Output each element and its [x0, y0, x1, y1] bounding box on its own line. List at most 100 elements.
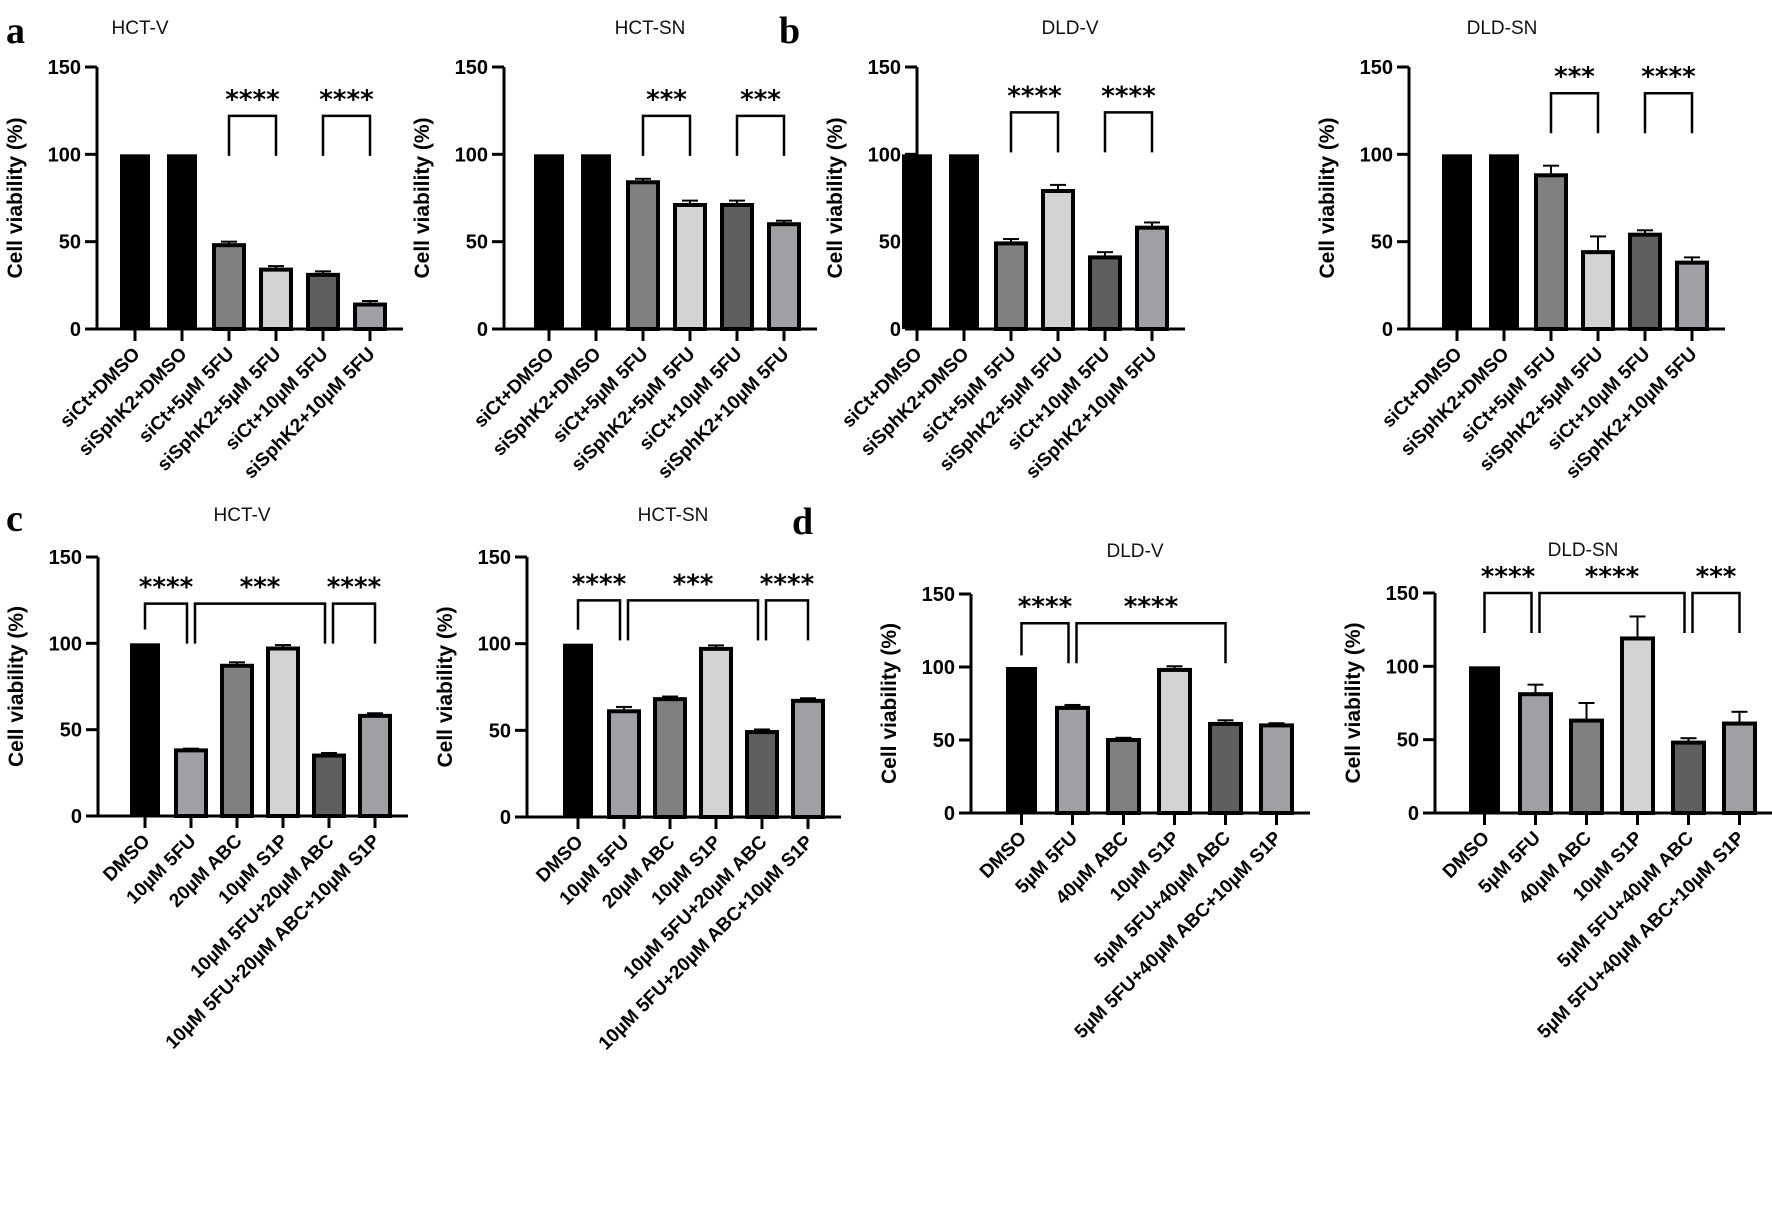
y-tick-label: 150 [455, 57, 488, 79]
bar-5 [791, 698, 825, 819]
significance-label: *** [646, 85, 687, 115]
bar-0 [563, 643, 593, 817]
bar-5 [767, 222, 801, 331]
y-tick-label: 0 [890, 319, 901, 341]
bar-4 [1628, 232, 1662, 331]
bar-4 [306, 272, 340, 331]
bar-2 [1534, 173, 1568, 331]
chart-title: DLD-V [1106, 541, 1163, 562]
significance-label: *** [1696, 562, 1737, 592]
bar-2 [1106, 738, 1141, 815]
y-tick-label: 150 [1360, 57, 1393, 79]
chart-title: HCT-SN [615, 18, 686, 39]
y-tick-label: 50 [60, 720, 82, 742]
panel-letter-d: d [792, 501, 814, 543]
y-tick-label: 100 [49, 633, 82, 655]
y-tick-label: 100 [48, 144, 81, 166]
significance-label: **** [1124, 592, 1179, 622]
bar-2 [220, 663, 254, 818]
chart-title: DLD-SN [1548, 540, 1619, 561]
significance-label: **** [1101, 81, 1156, 111]
bar-4 [745, 730, 779, 819]
y-tick-label: 100 [1386, 656, 1419, 678]
bar-3 [1581, 250, 1615, 331]
significance-bracket [1691, 591, 1741, 633]
significance-bracket [321, 114, 372, 156]
significance-bracket [1549, 91, 1600, 134]
bar-0 [902, 154, 932, 329]
y-axis-label: Cell viability (%) [824, 117, 847, 278]
y-tick-label: 0 [1382, 319, 1393, 341]
significance-label: **** [1585, 562, 1640, 592]
y-tick-label: 50 [1371, 232, 1393, 254]
y-axis-label: Cell viability (%) [411, 117, 434, 278]
bar-3 [1041, 189, 1075, 331]
significance-label: **** [225, 85, 280, 115]
bar-3 [266, 646, 300, 818]
chart-title: DLD-SN [1467, 18, 1538, 39]
bar-0 [1442, 154, 1472, 329]
bar-1 [581, 154, 611, 329]
significance-label: **** [760, 569, 815, 599]
y-tick-label: 50 [879, 232, 901, 254]
bar-3 [259, 267, 293, 332]
significance-bracket [1009, 111, 1060, 153]
significance-bracket [1483, 591, 1533, 633]
y-axis-label: Cell viability (%) [1342, 622, 1365, 783]
y-tick-label: 100 [455, 144, 488, 166]
bar-0 [120, 154, 150, 329]
bar-2 [1569, 718, 1604, 816]
y-axis-label: Cell viability (%) [878, 623, 901, 784]
y-axis-label: Cell viability (%) [434, 606, 457, 767]
y-axis-label: Cell viability (%) [4, 117, 27, 278]
bar-1 [167, 154, 197, 329]
y-tick-label: 100 [922, 657, 955, 679]
significance-label: *** [1554, 62, 1595, 92]
significance-bracket [1020, 621, 1070, 664]
chart-title: HCT-SN [638, 505, 709, 526]
bar-4 [720, 202, 754, 331]
y-tick-label: 50 [489, 720, 511, 742]
significance-bracket [764, 599, 810, 641]
bar-3 [1620, 636, 1655, 816]
significance-label: **** [139, 573, 194, 603]
bar-3 [673, 202, 707, 331]
y-tick-label: 50 [933, 730, 955, 752]
significance-label: **** [572, 569, 627, 599]
significance-bracket [626, 599, 760, 641]
chart-title: HCT-V [112, 18, 169, 39]
y-tick-label: 0 [1408, 803, 1419, 825]
panel-letter-c: c [6, 498, 23, 540]
significance-label: *** [740, 85, 781, 115]
significance-bracket [1075, 621, 1227, 664]
bar-0 [534, 154, 564, 329]
y-tick-label: 50 [1397, 730, 1419, 752]
bar-4 [1671, 740, 1706, 816]
y-tick-label: 150 [868, 57, 901, 79]
y-tick-label: 0 [500, 807, 511, 829]
y-tick-label: 0 [70, 319, 81, 341]
bar-5 [1722, 721, 1757, 816]
bar-2 [994, 241, 1028, 331]
bar-5 [1675, 260, 1709, 332]
significance-label: *** [673, 569, 714, 599]
y-tick-label: 0 [944, 803, 955, 825]
significance-label: **** [1641, 62, 1696, 92]
bar-0 [130, 643, 160, 816]
bar-1 [1518, 692, 1553, 815]
significance-label: **** [327, 573, 382, 603]
significance-bracket [331, 602, 377, 644]
panel-letter-b: b [779, 10, 801, 52]
significance-bracket [641, 114, 692, 156]
bar-4 [1088, 255, 1122, 331]
bar-0 [1469, 666, 1500, 813]
significance-bracket [193, 602, 327, 644]
y-tick-label: 150 [1386, 583, 1419, 605]
y-tick-label: 50 [466, 232, 488, 254]
